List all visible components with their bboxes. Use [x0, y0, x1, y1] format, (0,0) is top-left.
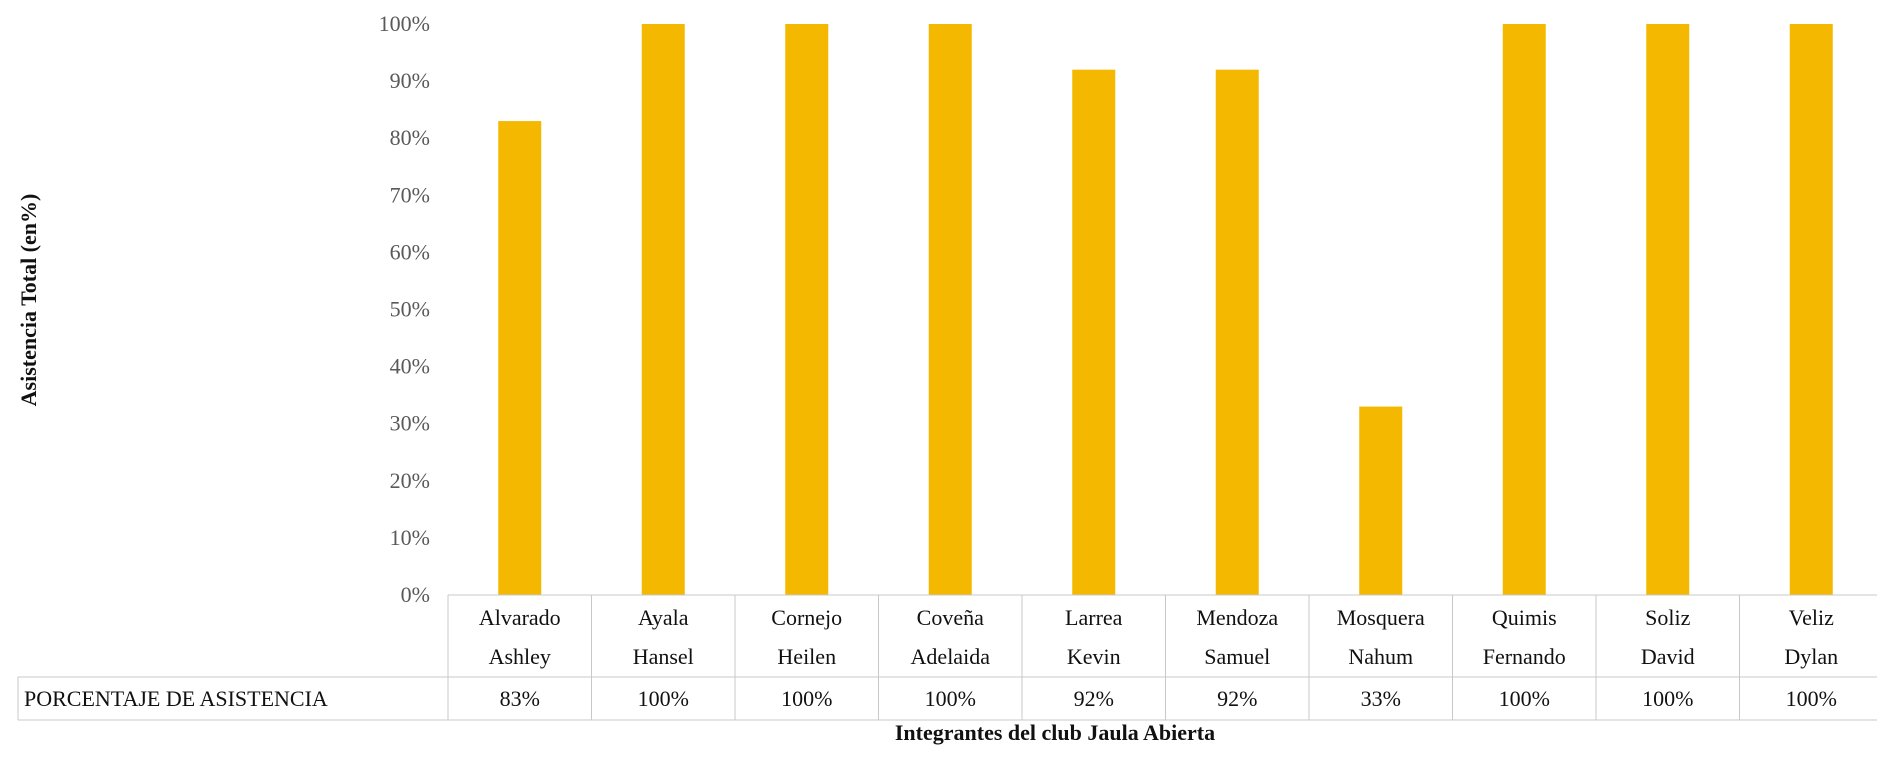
y-tick-label: 100%	[379, 11, 430, 36]
category-label: Alvarado	[479, 605, 561, 630]
category-label: Samuel	[1204, 644, 1270, 669]
y-tick-label: 70%	[390, 182, 430, 207]
category-label: Kevin	[1067, 644, 1121, 669]
category-label: Adelaida	[911, 644, 991, 669]
data-label: 100%	[1786, 686, 1837, 711]
category-label: Mendoza	[1196, 605, 1278, 630]
data-label: 83%	[500, 686, 540, 711]
category-label: Ayala	[638, 605, 689, 630]
y-tick-label: 0%	[401, 582, 430, 607]
category-label: Dylan	[1784, 644, 1838, 669]
category-label: Hansel	[633, 644, 694, 669]
data-label: 100%	[781, 686, 832, 711]
y-tick-label: 20%	[390, 468, 430, 493]
y-tick-label: 90%	[390, 68, 430, 93]
bar	[1359, 406, 1403, 595]
bar	[1646, 24, 1690, 595]
category-label: Quimis	[1492, 605, 1557, 630]
category-label: Nahum	[1348, 644, 1413, 669]
data-label: 100%	[1642, 686, 1693, 711]
bar	[498, 121, 542, 595]
category-label: Soliz	[1645, 605, 1690, 630]
bar	[1789, 24, 1833, 595]
bar	[1072, 69, 1116, 596]
x-axis-title: Integrantes del club Jaula Abierta	[895, 720, 1215, 745]
data-label: 100%	[638, 686, 689, 711]
series-name-label: PORCENTAJE DE ASISTENCIA	[24, 686, 328, 711]
y-tick-label: 60%	[390, 239, 430, 264]
bar	[1215, 69, 1259, 596]
bar	[928, 24, 972, 595]
data-label: 92%	[1074, 686, 1114, 711]
y-tick-label: 10%	[390, 525, 430, 550]
category-label: Heilen	[777, 644, 836, 669]
category-label: Coveña	[917, 605, 984, 630]
category-label: Veliz	[1789, 605, 1834, 630]
bar	[641, 24, 685, 595]
y-axis-title: Asistencia Total (en%)	[16, 194, 41, 407]
y-tick-label: 30%	[390, 411, 430, 436]
category-label: Cornejo	[771, 605, 842, 630]
bar	[785, 24, 829, 595]
y-tick-label: 80%	[390, 125, 430, 150]
category-label: Larrea	[1065, 605, 1123, 630]
data-label: 92%	[1217, 686, 1257, 711]
data-label: 100%	[925, 686, 976, 711]
bar	[1502, 24, 1546, 595]
category-label: David	[1641, 644, 1695, 669]
data-label: 100%	[1499, 686, 1550, 711]
y-tick-label: 40%	[390, 354, 430, 379]
category-label: Mosquera	[1337, 605, 1425, 630]
category-label: Fernando	[1483, 644, 1566, 669]
category-label: Ashley	[489, 644, 551, 669]
data-label: 33%	[1361, 686, 1401, 711]
y-tick-label: 50%	[390, 297, 430, 322]
